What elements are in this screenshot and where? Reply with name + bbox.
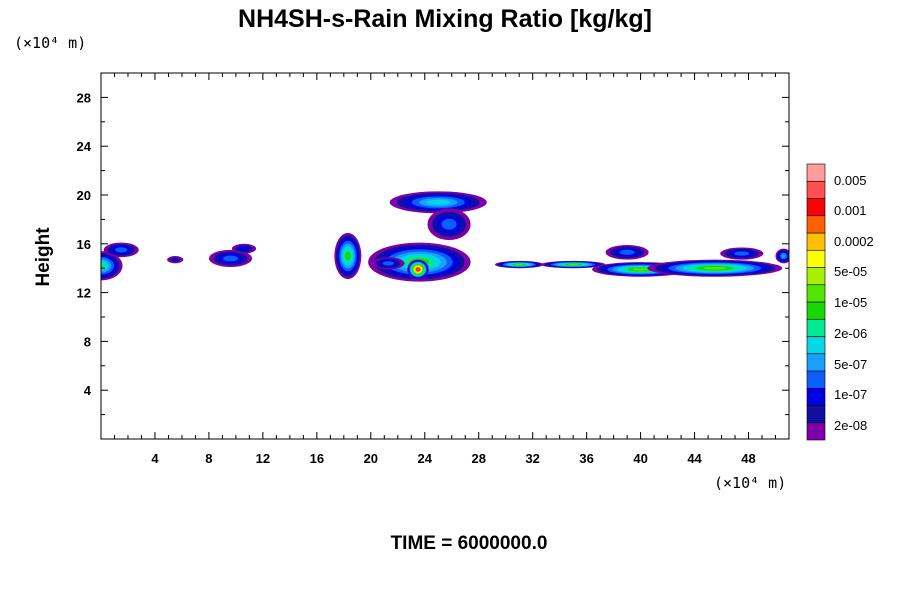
x-tick-label: 8 (205, 451, 212, 466)
contour-band (238, 246, 250, 251)
colorbar-label: 0.005 (834, 173, 867, 188)
mixing-ratio-field (101, 191, 789, 282)
y-tick-label: 4 (84, 383, 92, 398)
contour-band (345, 251, 351, 261)
colorbar-swatch (806, 370, 826, 389)
x-tick-label: 36 (579, 451, 593, 466)
x-axis: 4 8 12 16 20 24 28 32 36 40 44 48 (113, 73, 777, 466)
contour-band (170, 257, 181, 262)
time-label: TIME = 6000000.0 (391, 533, 548, 554)
x-tick-label: 16 (310, 451, 324, 466)
colorbar-label: 1e-05 (834, 295, 867, 310)
colorbar-label: 2e-08 (834, 418, 867, 433)
colorbar-label: 1e-07 (834, 387, 867, 402)
y-tick-label: 24 (77, 139, 92, 154)
field-region (372, 257, 405, 270)
field-region (208, 249, 253, 267)
colorbar-swatch (806, 249, 826, 268)
contour-band (703, 266, 727, 270)
x-tick-label: 44 (687, 451, 702, 466)
x-tick-label: 12 (256, 451, 270, 466)
contour-band (619, 249, 635, 255)
contour-band (115, 247, 128, 253)
colorbar-swatch (806, 422, 826, 441)
field-region (540, 260, 606, 269)
contour-band (382, 261, 394, 266)
x-tick-label: 40 (633, 451, 647, 466)
field-region (427, 208, 471, 241)
x-axis-unit: (×10⁴ m) (714, 474, 786, 492)
contour-band (515, 263, 524, 266)
colorbar-label: 5e-05 (834, 264, 867, 279)
colorbar-swatch (806, 267, 826, 286)
contour-band (734, 251, 750, 256)
field-region (334, 232, 362, 280)
y-tick-label: 8 (84, 334, 91, 349)
field-region (101, 251, 123, 281)
colorbar-swatch (806, 353, 826, 372)
contour-band (222, 255, 239, 262)
field-region (407, 259, 429, 280)
y-tick-label: 12 (77, 286, 91, 301)
contour-band (101, 262, 106, 269)
field-region (494, 260, 544, 269)
colorbar-swatch (806, 284, 826, 303)
field-region (605, 245, 649, 260)
colorbar-swatch (806, 198, 826, 217)
y-axis-label: Height (33, 227, 54, 287)
y-axis-unit: (×10⁴ m) (14, 34, 86, 52)
x-tick-label: 48 (741, 451, 755, 466)
x-tick-label: 20 (364, 451, 378, 466)
colorbar-swatch (806, 163, 826, 182)
colorbar: 2e-08 1e-07 5e-07 2e-06 1e-05 5e-05 0.0002 0.00… (806, 163, 874, 441)
field-region (103, 242, 139, 258)
field-region (775, 248, 789, 264)
colorbar-swatch (806, 180, 826, 199)
plot-frame (100, 72, 790, 440)
field-region (167, 256, 184, 264)
colorbar-swatch (806, 232, 826, 251)
y-tick-label: 28 (77, 90, 91, 105)
y-axis: 4 8 12 16 20 24 28 (77, 90, 789, 416)
y-tick-label: 20 (77, 188, 91, 203)
contour-band (632, 268, 649, 271)
colorbar-label: 0.001 (834, 203, 867, 218)
colorbar-label: 0.0002 (834, 234, 874, 249)
colorbar-swatch (806, 215, 826, 234)
colorbar-swatch (806, 301, 826, 320)
colorbar-swatch (806, 405, 826, 424)
colorbar-label: 5e-07 (834, 357, 867, 372)
colorbar-swatch (806, 387, 826, 406)
field-region (647, 259, 783, 277)
contour-band (416, 268, 420, 271)
colorbar-swatch (806, 336, 826, 355)
field-region (389, 191, 487, 214)
field-region (231, 243, 257, 254)
chart-title: NH4SH-s-Rain Mixing Ratio [kg/kg] (238, 5, 652, 33)
x-tick-label: 4 (151, 451, 159, 466)
colorbar-swatch (806, 318, 826, 337)
x-tick-label: 28 (471, 451, 485, 466)
contour-band (441, 218, 457, 230)
colorbar-label: 2e-06 (834, 326, 867, 341)
contour-band (426, 199, 451, 205)
x-tick-label: 24 (418, 451, 433, 466)
contour-band (567, 263, 579, 266)
y-tick-label: 16 (77, 237, 91, 252)
x-tick-label: 32 (525, 451, 539, 466)
field-region (720, 247, 764, 260)
contour-band (781, 253, 786, 259)
